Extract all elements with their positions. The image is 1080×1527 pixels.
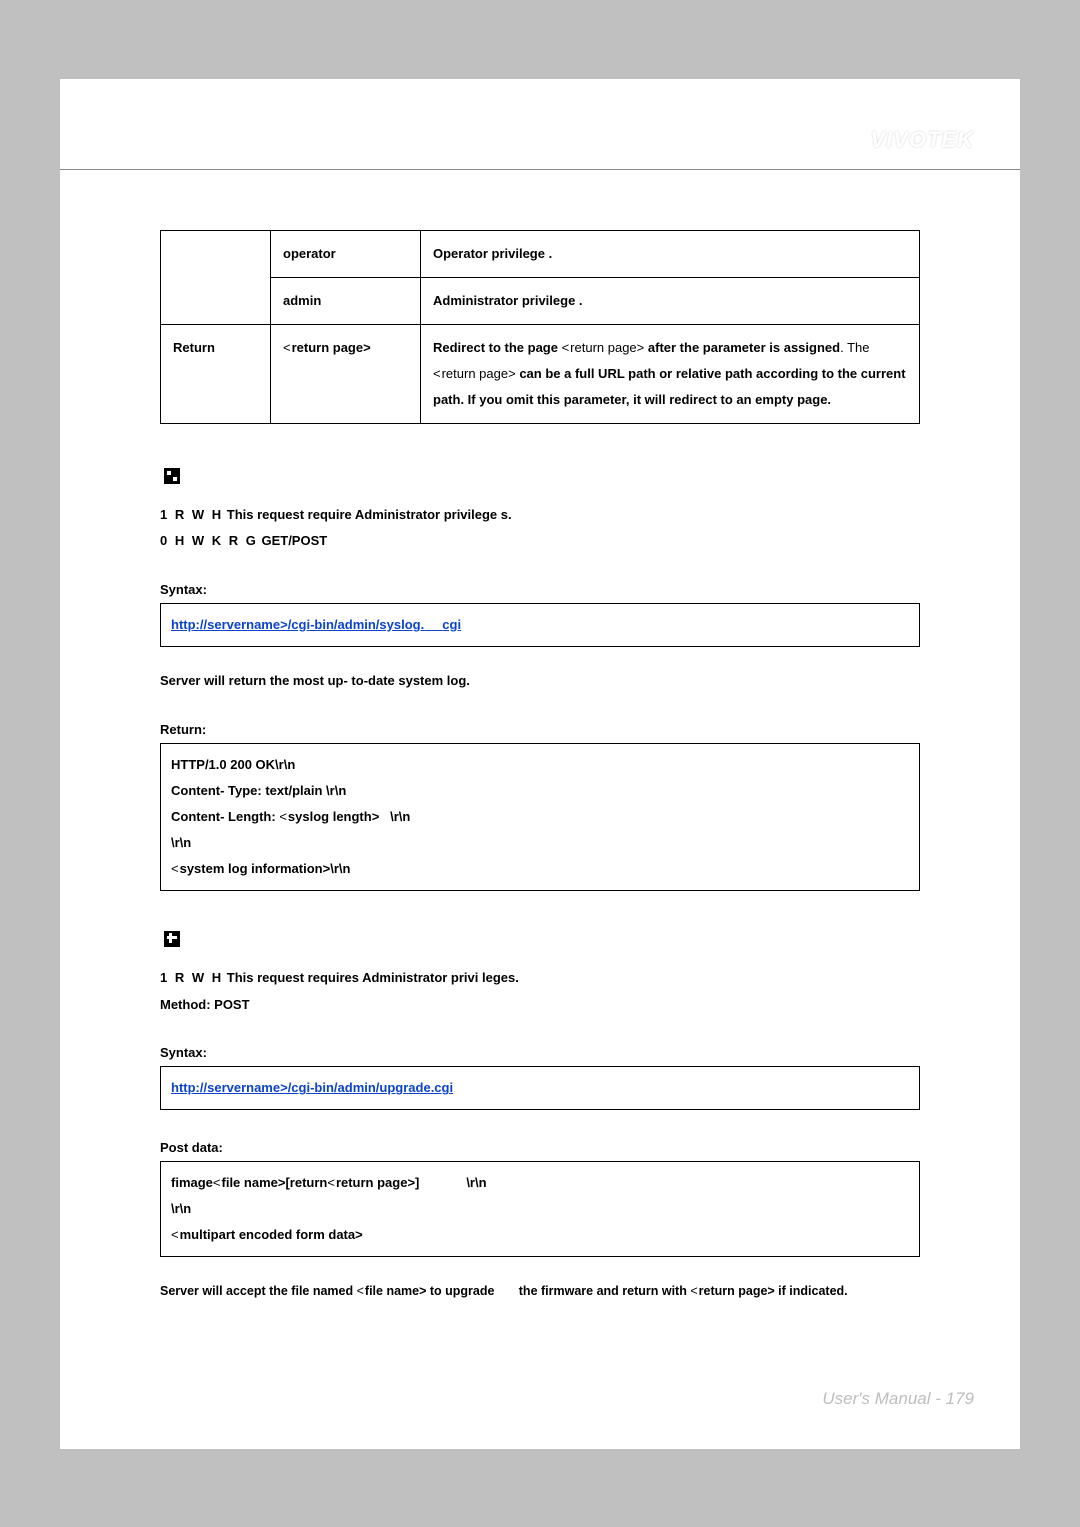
section-icon	[160, 464, 920, 493]
description: Server will return the most up- to-date …	[160, 671, 920, 692]
syntax-label: Syntax:	[160, 1045, 920, 1060]
cell	[161, 277, 271, 324]
cell: admin	[271, 277, 421, 324]
post-line: fimage<file name>[return<return page>] \…	[171, 1170, 909, 1196]
description: Server will accept the file named <file …	[160, 1281, 920, 1301]
syntax-url[interactable]: http://servername>/cgi-bin/admin/upgrade…	[171, 1080, 453, 1095]
method-line: Method: POST	[160, 995, 920, 1016]
parameter-table: operator Operator privilege . admin Admi…	[160, 230, 920, 424]
syntax-box: http://servername>/cgi-bin/admin/syslog.…	[160, 603, 920, 647]
post-line: <multipart encoded form data>	[171, 1222, 909, 1248]
table-row: admin Administrator privilege .	[161, 277, 920, 324]
cell: Operator privilege .	[421, 230, 920, 277]
return-line: <system log information>\r\n	[171, 856, 909, 882]
cell: Return	[161, 324, 271, 423]
section-icon	[160, 927, 920, 956]
cell: Administrator privilege .	[421, 277, 920, 324]
note-line: 1 R W H This request require Administrat…	[160, 505, 920, 526]
table-row: Return <return page> Redirect to the pag…	[161, 324, 920, 423]
post-data-box: fimage<file name>[return<return page>] \…	[160, 1161, 920, 1257]
page: VIVOTEK operator Operator privilege . ad…	[60, 79, 1020, 1449]
return-line: HTTP/1.0 200 OK\r\n	[171, 752, 909, 778]
return-line: Content- Length: <syslog length> \r\n	[171, 804, 909, 830]
return-line: Content- Type: text/plain \r\n	[171, 778, 909, 804]
page-footer: User's Manual - 179	[822, 1389, 974, 1409]
cell: operator	[271, 230, 421, 277]
cell: <return page>	[271, 324, 421, 423]
bullet-icon	[160, 464, 186, 490]
post-data-label: Post data:	[160, 1140, 920, 1155]
return-label: Return:	[160, 722, 920, 737]
table-row: operator Operator privilege .	[161, 230, 920, 277]
bullet-icon	[160, 927, 186, 953]
cell	[161, 230, 271, 277]
method-line: 0 H W K R G GET/POST	[160, 531, 920, 552]
syntax-box: http://servername>/cgi-bin/admin/upgrade…	[160, 1066, 920, 1110]
return-line: \r\n	[171, 830, 909, 856]
page-header: VIVOTEK	[60, 79, 1020, 169]
cell: Redirect to the page <return page> after…	[421, 324, 920, 423]
return-box: HTTP/1.0 200 OK\r\n Content- Type: text/…	[160, 743, 920, 891]
note-line: 1 R W H This request requires Administra…	[160, 968, 920, 989]
syntax-url[interactable]: http://servername>/cgi-bin/admin/syslog.…	[171, 617, 461, 632]
brand-logo: VIVOTEK	[870, 127, 974, 153]
post-line: \r\n	[171, 1196, 909, 1222]
syntax-label: Syntax:	[160, 582, 920, 597]
page-content: operator Operator privilege . admin Admi…	[60, 170, 1020, 1302]
